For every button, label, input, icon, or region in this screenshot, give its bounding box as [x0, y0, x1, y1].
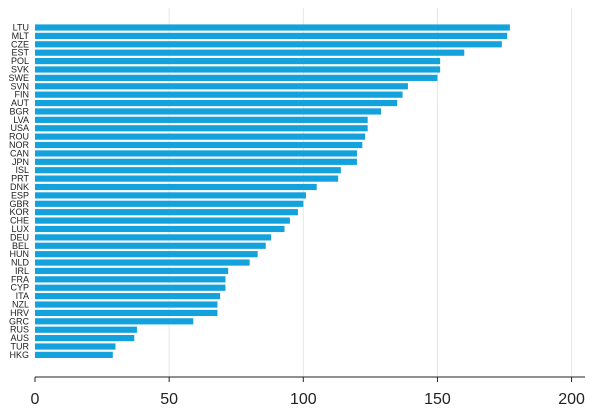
bar-gbr [35, 200, 304, 207]
category-label-hrv: HRV [10, 308, 29, 318]
x-tick-label-0: 0 [31, 391, 40, 408]
x-tick-label-50: 50 [160, 391, 178, 408]
category-label-tur: TUR [11, 342, 30, 352]
category-label-hun: HUN [10, 249, 30, 259]
category-label-svk: SVK [11, 64, 29, 74]
category-label-cyp: CYP [10, 283, 29, 293]
category-label-can: CAN [10, 148, 29, 158]
category-label-pol: POL [11, 56, 29, 66]
category-labels: LTUMLTCZEESTPOLSVKSWESVNFINAUTBGRLVAUSAR… [8, 23, 29, 360]
bar-lva [35, 116, 368, 123]
bar-svn [35, 83, 408, 90]
bar-pol [35, 57, 441, 65]
bar-ltu [35, 24, 510, 31]
bar-aut [35, 99, 398, 107]
category-label-fin: FIN [15, 90, 30, 100]
bar-lux [35, 225, 285, 233]
bar-cze [35, 41, 502, 48]
category-label-kor: KOR [9, 207, 29, 217]
x-tick-label-200: 200 [558, 391, 585, 408]
category-label-esp: ESP [11, 190, 29, 200]
bar-hrv [35, 309, 218, 317]
category-label-jpn: JPN [12, 157, 29, 167]
bar-jpn [35, 158, 357, 165]
category-label-nld: NLD [11, 258, 30, 268]
category-label-bel: BEL [12, 241, 29, 251]
bar-est [35, 49, 465, 56]
bar-mlt [35, 32, 508, 39]
category-label-dnk: DNK [10, 182, 29, 192]
bar-prt [35, 175, 339, 182]
category-label-aus: AUS [10, 333, 29, 343]
bar-swe [35, 74, 438, 81]
category-label-grc: GRC [9, 316, 30, 326]
category-label-lux: LUX [11, 224, 29, 234]
bar-nor [35, 141, 363, 149]
category-label-rou: ROU [9, 132, 29, 142]
bar-kor [35, 209, 298, 216]
category-label-nor: NOR [9, 140, 30, 150]
bar-rou [35, 133, 365, 140]
category-label-mlt: MLT [12, 31, 30, 41]
category-label-lva: LVA [13, 115, 29, 125]
category-label-irl: IRL [15, 266, 29, 276]
bar-isl [35, 167, 341, 174]
category-label-fra: FRA [11, 274, 29, 284]
category-label-est: EST [11, 48, 29, 58]
bar-rus [35, 326, 137, 333]
bar-deu [35, 234, 272, 241]
category-label-prt: PRT [11, 174, 29, 184]
bar-bgr [35, 108, 382, 115]
bar-irl [35, 267, 229, 275]
bar-can [35, 150, 357, 157]
x-axis-ticks: 0 50 100 150 200 [31, 377, 585, 408]
x-tick-label-150: 150 [424, 391, 451, 408]
bar-usa [35, 125, 368, 132]
bar-fin [35, 91, 403, 98]
bar-esp [35, 192, 306, 199]
bar-hkg [35, 351, 113, 359]
category-label-hkg: HKG [9, 350, 29, 360]
category-label-ltu: LTU [13, 23, 29, 33]
x-tick-label-100: 100 [290, 391, 317, 408]
bars [35, 24, 510, 359]
category-label-rus: RUS [10, 325, 29, 335]
category-label-nzl: NZL [12, 300, 29, 310]
category-label-ita: ITA [16, 291, 29, 301]
bar-fra [35, 276, 226, 283]
category-label-cze: CZE [11, 39, 29, 49]
bar-grc [35, 318, 194, 325]
bar-cyp [35, 284, 226, 291]
bar-che [35, 217, 290, 224]
category-label-usa: USA [10, 123, 29, 133]
category-label-swe: SWE [8, 73, 29, 83]
bar-dnk [35, 183, 317, 191]
bar-hun [35, 251, 258, 258]
bar-nzl [35, 301, 218, 308]
bar-tur [35, 343, 116, 350]
category-label-gbr: GBR [9, 199, 29, 209]
category-label-deu: DEU [10, 232, 29, 242]
category-label-aut: AUT [11, 98, 30, 108]
bar-nld [35, 259, 250, 266]
bar-bel [35, 242, 266, 249]
category-label-svn: SVN [10, 81, 29, 91]
bar-aus [35, 335, 135, 342]
bar-svk [35, 66, 441, 73]
bar-ita [35, 293, 221, 300]
category-label-isl: ISL [15, 165, 29, 175]
category-label-bgr: BGR [9, 106, 29, 116]
category-label-che: CHE [10, 216, 29, 226]
